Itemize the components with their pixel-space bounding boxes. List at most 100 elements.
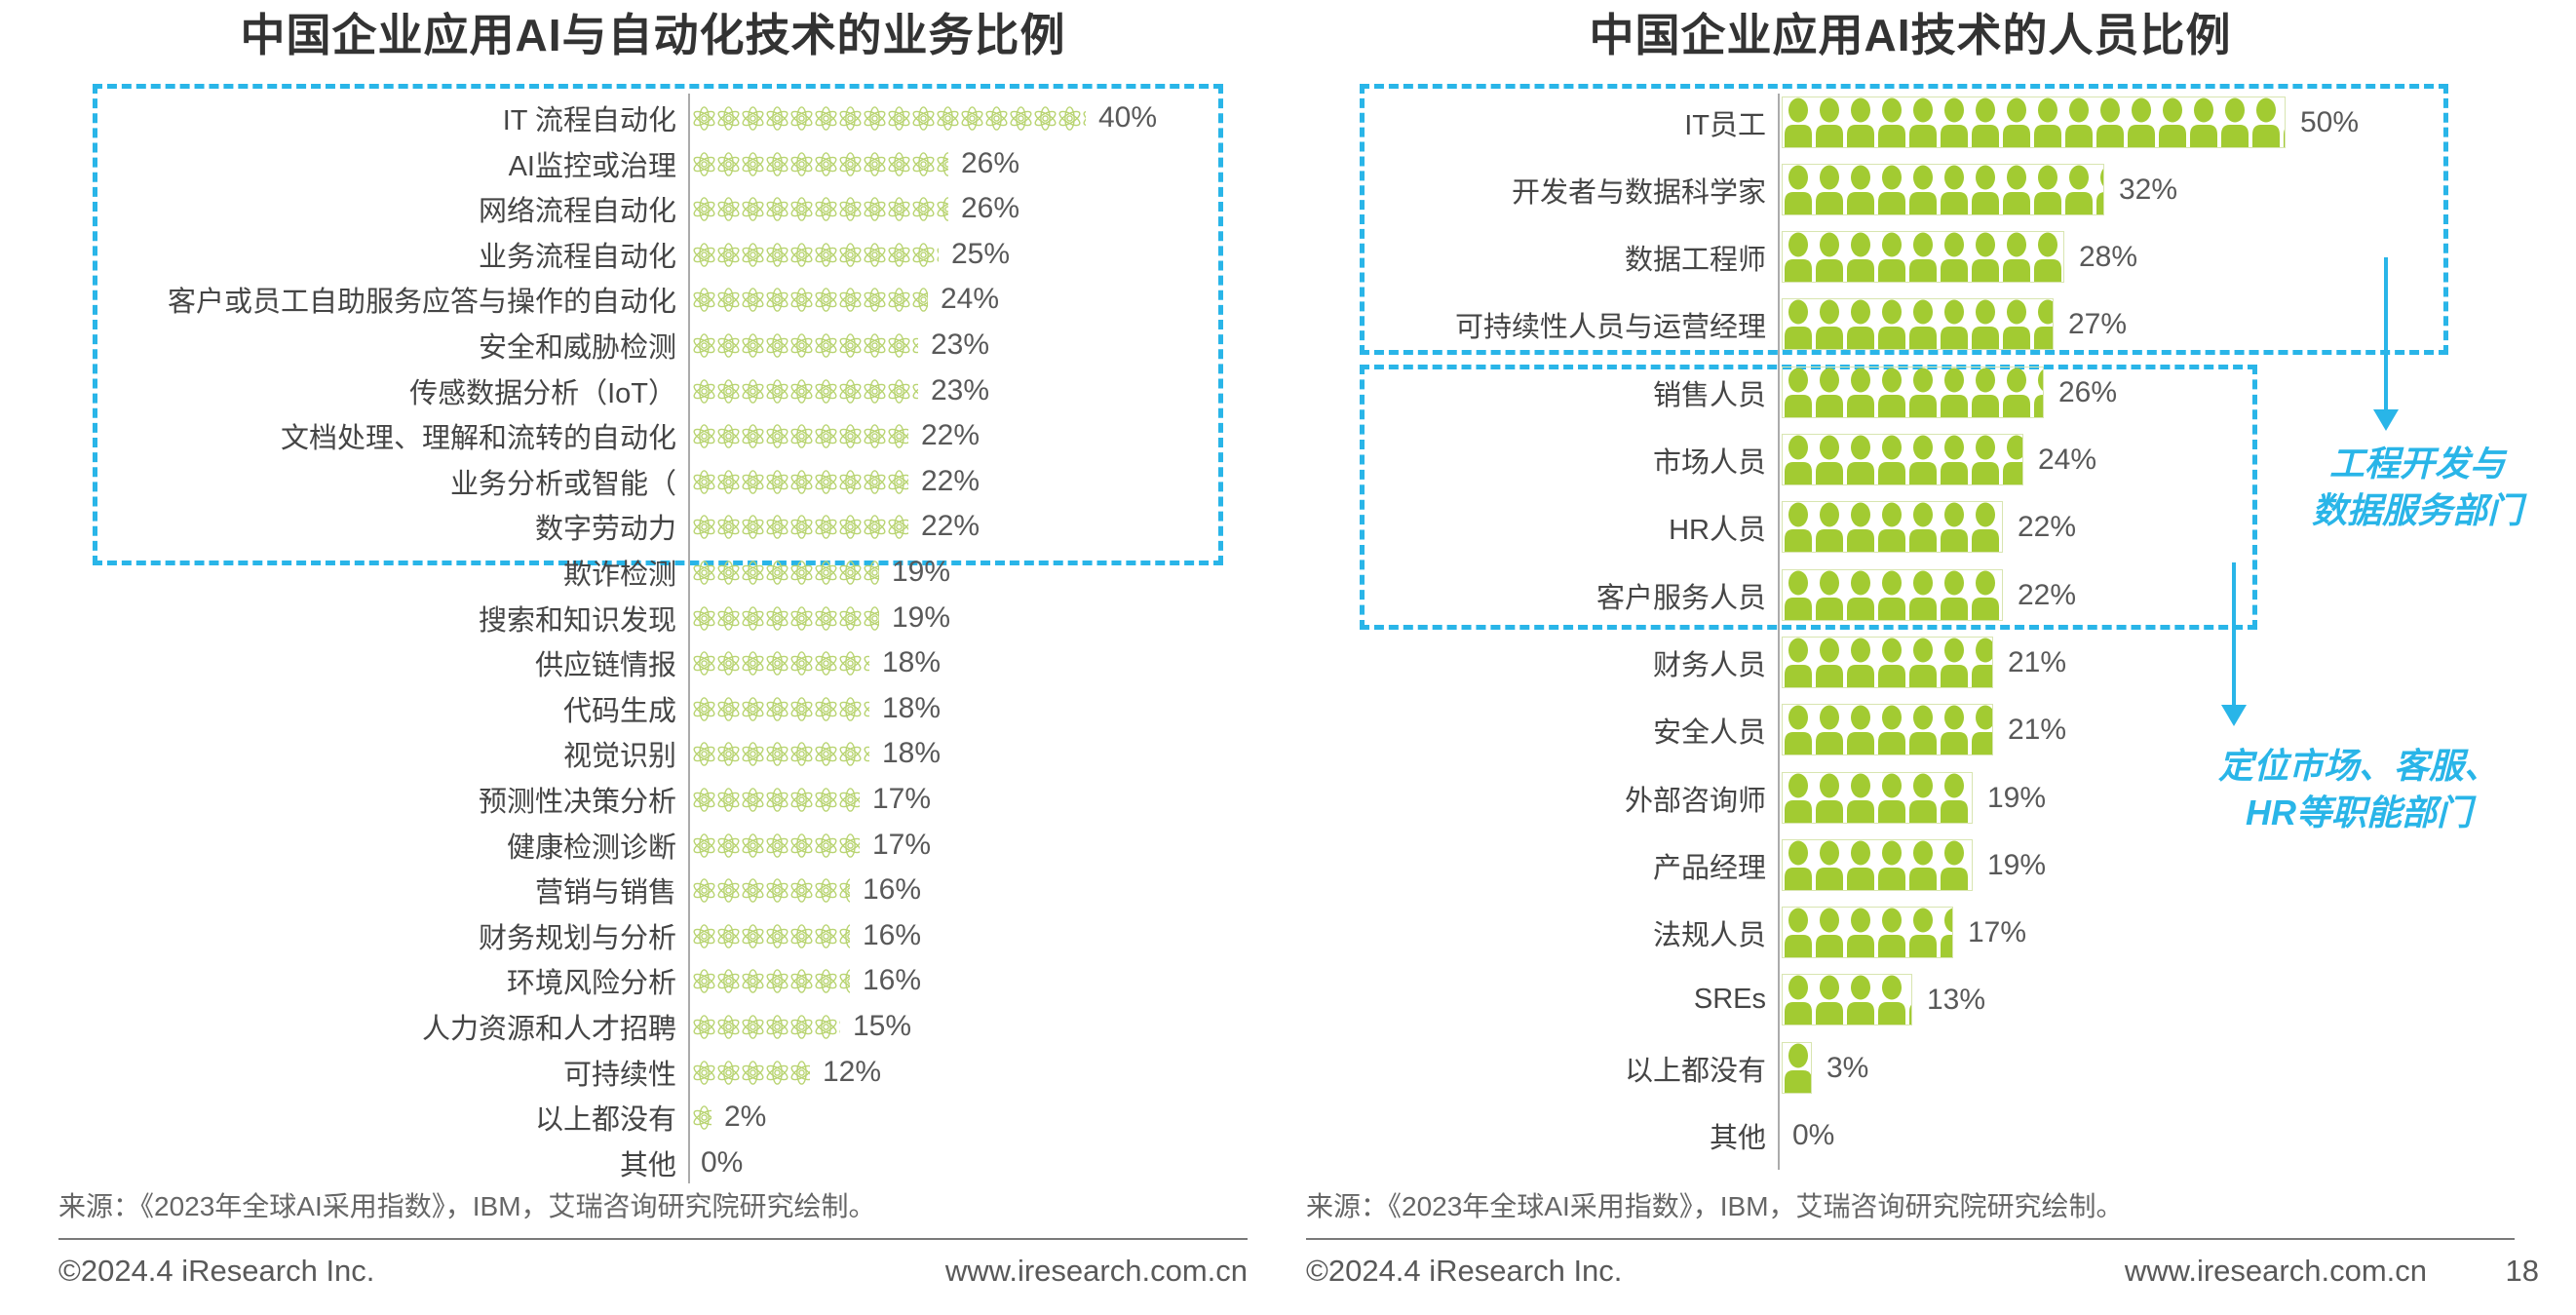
right-chart-row: IT员工 50% xyxy=(1312,89,2576,156)
atom-icon xyxy=(766,968,788,993)
person-icon xyxy=(2221,97,2249,147)
atom-icon xyxy=(693,332,715,358)
category-label: 客户服务人员 xyxy=(1596,582,1766,614)
atom-icon xyxy=(790,877,813,903)
category-label: 客户或员工自助服务应答与操作的自动化 xyxy=(167,287,676,318)
person-icon xyxy=(1909,1004,1911,1025)
atom-icon xyxy=(815,968,837,993)
person-icon xyxy=(1785,232,1812,282)
atom-icon xyxy=(815,650,837,676)
atom-icon xyxy=(790,332,813,358)
atom-icon xyxy=(815,332,837,358)
atom-icon xyxy=(839,696,862,721)
atom-icon xyxy=(742,469,764,494)
category-label: 外部咨询师 xyxy=(1624,785,1766,817)
atom-icon xyxy=(717,242,740,267)
atom-icon xyxy=(742,877,764,903)
atom-icon xyxy=(717,287,740,312)
atom-icon xyxy=(864,105,886,131)
right-chart-row: 可持续性人员与运营经理 27% xyxy=(1312,290,2576,358)
person-icon xyxy=(1847,367,1874,417)
atom-icon xyxy=(912,196,935,221)
atom-icon xyxy=(839,514,862,539)
category-label: 以上都没有 xyxy=(1624,1055,1766,1087)
person-icon xyxy=(1847,502,1874,552)
category-label: 网络流程自动化 xyxy=(478,196,676,227)
pictogram-bar xyxy=(692,240,939,270)
person-icon xyxy=(2003,165,2030,214)
person-icon xyxy=(1970,840,1973,891)
person-icon xyxy=(1941,908,1952,957)
atom-icon xyxy=(717,151,740,176)
person-icon xyxy=(1816,773,1843,823)
person-icon xyxy=(1878,638,1905,687)
value-label: 18% xyxy=(882,737,942,769)
atom-icon xyxy=(693,378,715,404)
person-icon xyxy=(2003,299,2030,349)
atom-icon xyxy=(839,196,862,221)
left-chart-row: 业务分析或智能（ 22% xyxy=(58,459,1287,504)
value-label: 25% xyxy=(951,238,1011,270)
atom-icon xyxy=(717,741,740,766)
atom-icon xyxy=(937,105,959,131)
person-icon xyxy=(2003,367,2030,417)
value-label: 17% xyxy=(872,783,932,815)
left-chart-row: 欺诈检测 19% xyxy=(58,550,1287,595)
atom-icon xyxy=(693,151,715,176)
annotation-line: 工程开发与 xyxy=(2328,444,2505,483)
atom-icon xyxy=(815,105,837,131)
atom-icon xyxy=(888,423,908,448)
left-chart-row: 搜索和知识发现 19% xyxy=(58,596,1287,640)
atom-icon xyxy=(766,605,788,631)
person-icon xyxy=(1816,570,1843,620)
pictogram-bar xyxy=(1782,704,1993,755)
person-icon xyxy=(1816,232,1843,282)
category-label: IT 流程自动化 xyxy=(502,105,676,136)
value-label: 18% xyxy=(882,692,942,724)
annotation-line: HR等职能部门 xyxy=(2246,792,2472,832)
right-chart-row: 市场人员 24% xyxy=(1312,426,2576,493)
value-label: 22% xyxy=(2018,510,2077,543)
atom-icon xyxy=(815,560,837,585)
atom-icon xyxy=(839,242,862,267)
atom-icon xyxy=(839,423,862,448)
person-icon xyxy=(1878,435,1905,484)
left-chart-row: 业务流程自动化 25% xyxy=(58,232,1287,277)
person-icon xyxy=(1972,97,1999,147)
person-icon xyxy=(1909,232,1937,282)
arrow-down-engineering xyxy=(2384,257,2388,411)
person-icon xyxy=(1878,367,1905,417)
category-label: 开发者与数据科学家 xyxy=(1511,176,1766,209)
atom-icon xyxy=(693,968,715,993)
atom-icon xyxy=(742,105,764,131)
person-icon xyxy=(1785,299,1812,349)
atom-icon xyxy=(766,423,788,448)
atom-icon xyxy=(693,1060,715,1085)
atom-icon xyxy=(790,832,813,858)
value-label: 22% xyxy=(2018,578,2077,611)
atom-icon xyxy=(864,242,886,267)
atom-icon xyxy=(766,514,788,539)
person-icon xyxy=(2003,232,2030,282)
left-chart-row: 文档处理、理解和流转的自动化 22% xyxy=(58,413,1287,458)
pictogram-bar xyxy=(1782,839,1973,891)
atom-icon xyxy=(766,105,788,131)
value-label: 3% xyxy=(1826,1051,1869,1084)
category-label: 可持续性 xyxy=(562,1060,676,1091)
left-chart-row: 环境风险分析 16% xyxy=(58,958,1287,1003)
pictogram-bar xyxy=(1782,772,1973,824)
person-icon xyxy=(1941,97,1968,147)
atom-icon xyxy=(912,287,928,312)
pictogram-bar xyxy=(692,648,869,678)
atom-icon xyxy=(912,383,918,399)
value-label: 0% xyxy=(1792,1118,1835,1151)
category-label: 数据工程师 xyxy=(1624,244,1766,276)
atom-icon xyxy=(790,605,813,631)
category-label: SREs xyxy=(1693,984,1766,1015)
left-chart-row: 健康检测诊断 17% xyxy=(58,823,1287,868)
category-label: 其他 xyxy=(1709,1122,1766,1154)
value-label: 16% xyxy=(863,873,922,906)
pictogram-bar xyxy=(1782,1042,1812,1094)
atom-icon xyxy=(888,196,910,221)
atom-icon xyxy=(693,242,715,267)
